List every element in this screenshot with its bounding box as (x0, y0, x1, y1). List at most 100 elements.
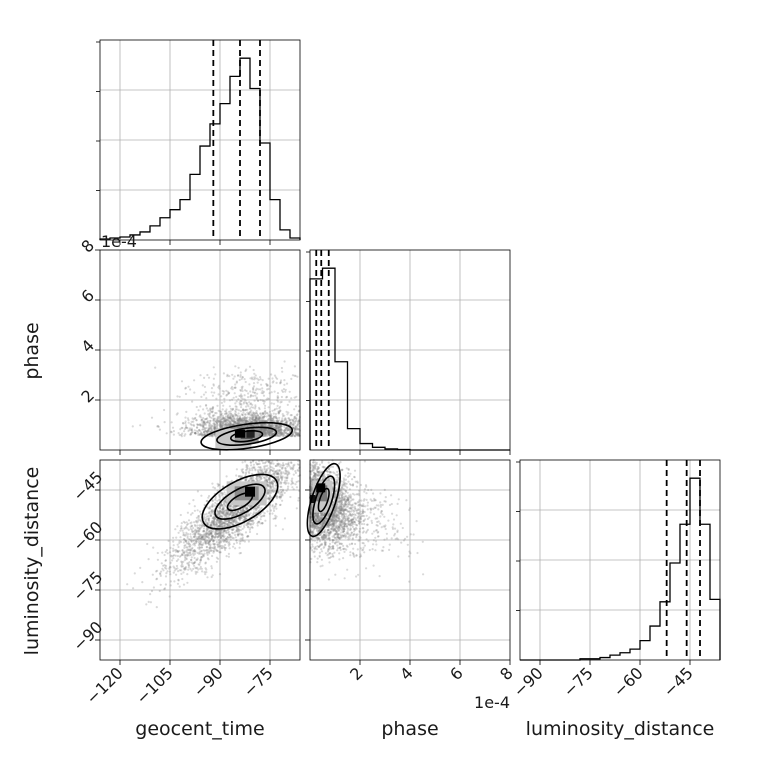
scatter-point (292, 427, 295, 430)
scatter-point (255, 396, 258, 399)
scatter-point (222, 390, 226, 393)
scatter-point (289, 422, 292, 425)
scatter-point (170, 431, 173, 434)
scatter-point (236, 374, 240, 377)
scatter-point (212, 433, 215, 436)
scatter-point (269, 431, 272, 434)
scatter-point (221, 389, 224, 393)
scatter-point (275, 507, 278, 510)
scatter-point (232, 532, 235, 535)
scatter-point (233, 375, 236, 378)
scatter-point (241, 389, 244, 393)
scatter-point (254, 509, 257, 512)
scatter-point (254, 405, 257, 408)
scatter-point (237, 374, 240, 377)
scatter-point (266, 490, 269, 494)
scatter-point (241, 426, 244, 429)
scatter-point (290, 483, 293, 486)
scatter-point (277, 396, 280, 399)
scatter-point (192, 543, 195, 546)
scatter-point (252, 414, 255, 417)
scatter-point (223, 499, 227, 503)
scatter-point (219, 422, 222, 425)
scatter-point (262, 433, 266, 436)
scatter-point (175, 564, 178, 568)
scatter-point (194, 533, 197, 537)
scatter-point (235, 474, 238, 477)
scatter-point (227, 418, 230, 421)
scatter-point (258, 433, 261, 436)
scatter-point (204, 423, 207, 426)
scatter-point (189, 388, 192, 391)
scatter-point (281, 420, 284, 423)
scatter-point (181, 549, 184, 552)
scatter-point (221, 422, 225, 425)
scatter-point (173, 569, 176, 572)
scatter-point (218, 415, 221, 418)
scatter-point (216, 404, 219, 407)
scatter-point (287, 482, 290, 485)
scatter-point (297, 480, 300, 483)
scatter-point (256, 381, 259, 384)
scatter-point (203, 385, 206, 388)
scatter-point (232, 545, 235, 548)
scatter-point (208, 534, 211, 537)
scatter-point (200, 419, 203, 422)
scatter-point (149, 593, 152, 596)
scatter-point (284, 390, 287, 393)
scatter-point (230, 412, 233, 416)
scatter-point (245, 514, 248, 518)
scatter-point (252, 508, 255, 511)
scatter-point (133, 572, 136, 575)
scatter-point (201, 428, 204, 431)
scatter-point (266, 510, 269, 513)
scatter-point (253, 399, 256, 402)
scatter-point (184, 422, 187, 425)
scatter-point (204, 573, 207, 576)
scatter-point (272, 417, 275, 420)
scatter-point (181, 529, 184, 532)
scatter-point (182, 551, 185, 554)
scatter-point (254, 394, 257, 397)
scatter-point (177, 432, 180, 435)
scatter-point (205, 397, 208, 400)
scatter-point (189, 525, 192, 529)
scatter-point (280, 400, 283, 403)
scatter-point (243, 425, 247, 428)
scatter-point (285, 410, 288, 413)
scatter-point (269, 417, 272, 420)
scatter-point (181, 432, 184, 435)
scatter-point (200, 424, 203, 427)
scatter-point (267, 429, 270, 432)
scatter-point (296, 427, 299, 430)
scatter-point (197, 430, 200, 433)
scatter-point (237, 527, 240, 530)
scatter-point (268, 410, 271, 413)
scatter-point (272, 517, 275, 520)
scatter-point (228, 543, 231, 546)
scatter-point (283, 379, 286, 382)
scatter-point (168, 567, 171, 570)
scatter-point (202, 393, 206, 396)
scatter-point (250, 376, 254, 379)
scatter-point (280, 431, 283, 434)
scatter-point (217, 420, 220, 423)
scatter-point (210, 416, 213, 419)
scatter-point (182, 541, 185, 544)
scatter-point (289, 421, 293, 424)
scatter-point (158, 572, 162, 575)
scatter-point (213, 533, 216, 536)
scatter-point (251, 519, 254, 522)
scatter-point (266, 424, 269, 427)
scatter-point (214, 497, 217, 500)
scatter-point (139, 566, 142, 570)
scatter-point (141, 581, 144, 584)
scatter-point (187, 542, 190, 545)
scatter-point (226, 417, 229, 420)
scatter-point (296, 424, 299, 427)
scatter-point (196, 537, 199, 540)
scatter-point (225, 537, 228, 540)
scatter-point (262, 419, 265, 422)
scatter-point (192, 499, 195, 502)
scatter-point (271, 377, 274, 380)
